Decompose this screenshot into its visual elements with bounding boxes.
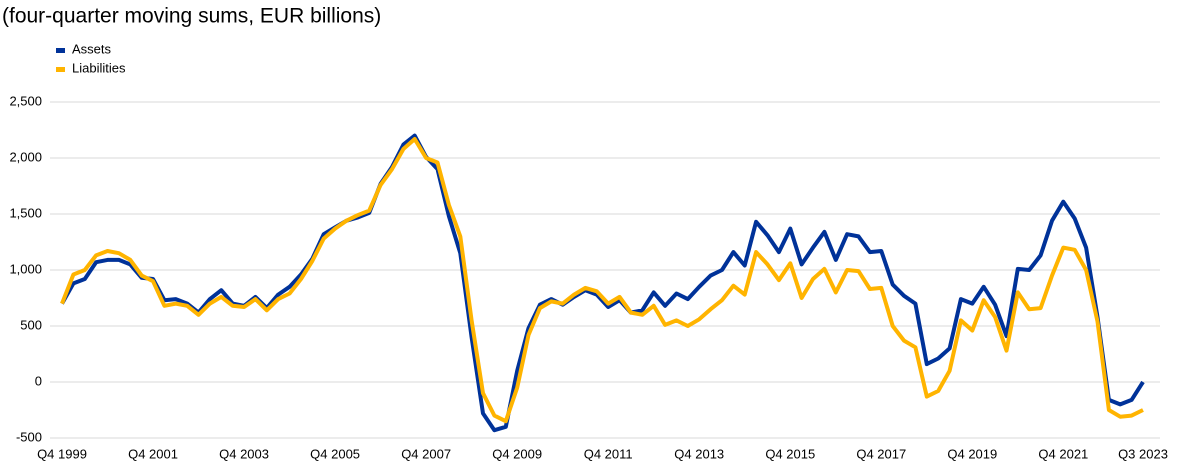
x-tick-label: Q4 2021 [1038,446,1088,461]
y-tick-label: 500 [20,317,42,332]
x-tick-label: Q4 2001 [128,446,178,461]
x-tick-label: Q4 2017 [856,446,906,461]
chart-title: (four-quarter moving sums, EUR billions) [2,5,381,28]
x-tick-label: Q4 2013 [674,446,724,461]
legend-label: Liabilities [72,60,126,75]
x-tick-label: Q4 2007 [401,446,451,461]
legend-swatch [56,48,65,53]
series-line [60,133,1145,433]
y-tick-label: -500 [16,429,42,444]
x-tick-label: Q4 2005 [310,446,360,461]
x-tick-label: Q3 2023 [1118,446,1168,461]
x-tick-label: Q4 2019 [947,446,997,461]
legend-swatch [56,67,65,72]
legend-label: Assets [72,41,112,56]
y-tick-label: 1,000 [9,261,42,276]
x-tick-label: Q4 2011 [584,446,633,461]
x-tick-label: Q4 2009 [492,446,542,461]
y-tick-label: 1,500 [9,205,42,220]
x-tick-label: Q4 1999 [37,446,87,461]
series-line [60,137,1144,424]
y-tick-label: 0 [35,373,42,388]
y-tick-label: 2,500 [9,93,42,108]
x-tick-label: Q4 2003 [219,446,269,461]
y-tick-label: 2,000 [9,149,42,164]
x-tick-label: Q4 2015 [765,446,815,461]
